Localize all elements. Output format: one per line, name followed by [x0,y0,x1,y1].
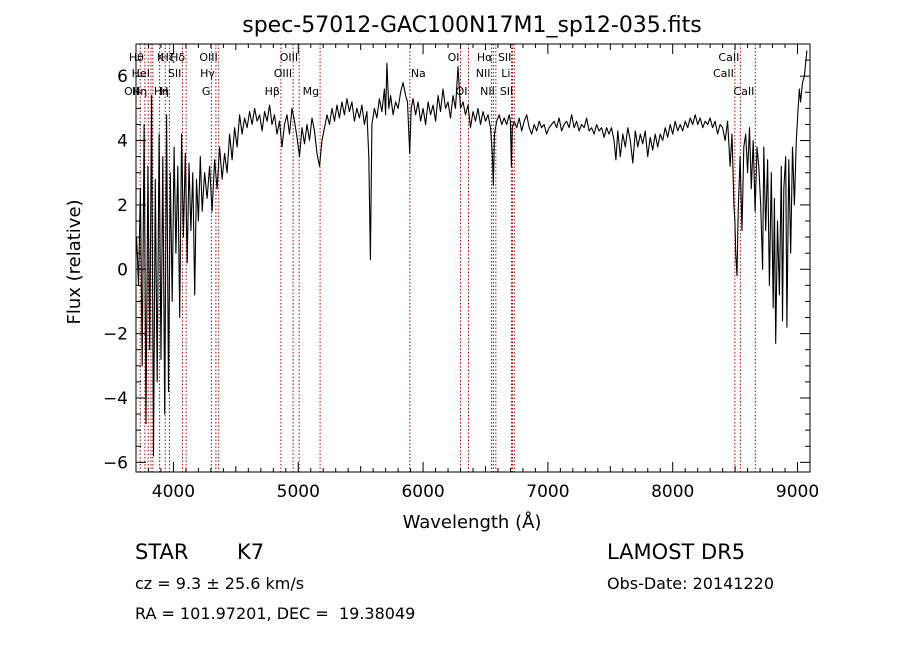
y-axis: −6 −4 −2 0 2 4 6 [103,43,810,473]
line-label: Li [501,67,510,80]
plot-frame [135,43,811,473]
line-label: Na [411,67,426,80]
line-label: Hδ [170,51,185,64]
line-label: NII [476,67,491,80]
y-tick-label: 2 [117,196,128,216]
spectral-line-labels: OIIHθHηHeIHηHζKHSIIHδGHγOIIIHβOIIIOIIIMg… [124,51,754,98]
survey-name: LAMOST DR5 [607,540,746,564]
line-label: OI [448,51,460,64]
line-label: CaII [718,51,739,64]
x-tick-label: 4000 [152,482,195,502]
x-tick-label: 8000 [651,482,694,502]
line-label: OII [124,85,139,98]
spectral-line-markers [139,44,756,472]
line-label: OIII [199,51,217,64]
line-label: Hη [154,85,169,98]
y-tick-label: −4 [103,389,128,409]
line-label: Hζ [161,51,175,64]
line-label: NII [480,85,495,98]
series-line [136,50,808,457]
coordinates-readout: RA = 101.97201, DEC = 19.38049 [135,604,416,623]
line-label: OIII [280,51,298,64]
line-label: G [202,85,211,98]
x-axis-label: Wavelength (Å) [403,511,542,533]
line-label: K [157,51,165,64]
object-class: STAR [135,540,189,564]
y-tick-label: −2 [103,325,128,345]
line-label: Hγ [200,67,215,80]
x-tick-label: 7000 [526,482,569,502]
line-label: H [160,85,168,98]
x-axis: 4000 5000 6000 7000 8000 9000 [147,44,819,502]
y-tick-label: −6 [103,453,128,473]
y-tick-label: 6 [117,67,128,87]
x-tick-label: 9000 [776,482,819,502]
line-label: CaII [733,85,754,98]
y-axis-label: Flux (relative) [64,199,85,324]
line-label: SII [498,51,511,64]
line-label: Mg [303,85,319,98]
redshift-readout: cz = 9.3 ± 25.6 km/s [135,574,305,593]
observation-date: Obs-Date: 20141220 [607,574,775,593]
line-label: Hα [477,51,493,64]
flux-series [136,50,808,457]
line-label: HeI [132,67,150,80]
y-tick-label: 4 [117,132,128,152]
line-label: SII [500,85,513,98]
object-subclass: K7 [237,540,265,564]
line-label: OI [456,85,468,98]
line-label: OIII [274,67,292,80]
chart-title: spec-57012-GAC100N17M1_sp12-035.fits [242,13,702,38]
x-tick-label: 6000 [401,482,444,502]
line-label: SII [168,67,181,80]
y-tick-label: 0 [117,260,128,280]
line-label: CaII [713,67,734,80]
x-tick-label: 5000 [277,482,320,502]
line-label: Hβ [265,85,280,98]
line-label: Hη [132,85,147,98]
